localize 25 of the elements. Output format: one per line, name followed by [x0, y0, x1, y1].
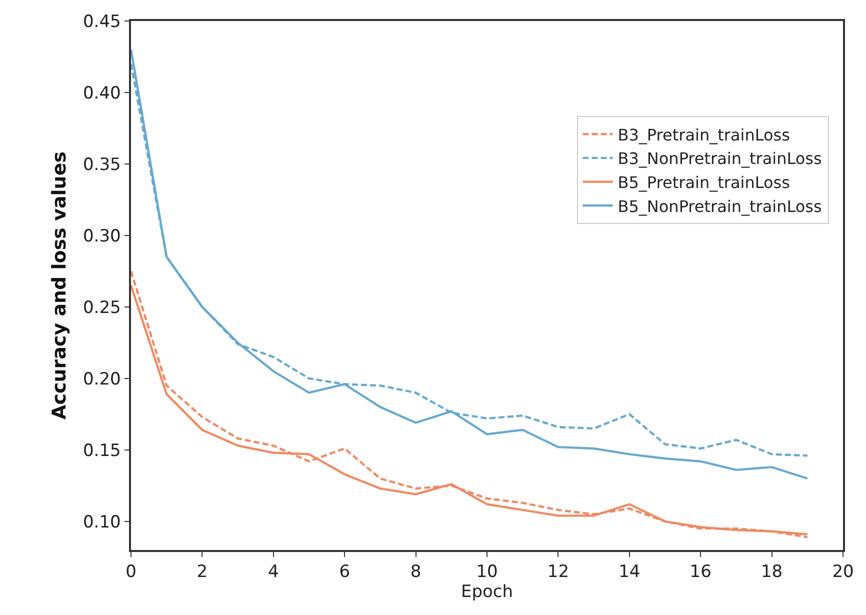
x-tick-label: 2 [196, 562, 208, 582]
legend-label: B5_NonPretrain_trainLoss [618, 196, 822, 216]
legend-label: B3_Pretrain_trainLoss [618, 125, 790, 144]
y-tick-label: 0.10 [82, 512, 121, 532]
y-tick-label: 0.35 [82, 154, 121, 175]
x-tick-label: 14 [618, 562, 640, 582]
y-tick-label: 0.45 [82, 12, 121, 32]
x-tick-label: 4 [268, 562, 279, 582]
x-tick-label: 12 [547, 562, 570, 582]
x-tick-label: 10 [476, 562, 498, 582]
x-tick-label: 20 [832, 562, 854, 582]
y-tick-label: 0.25 [82, 298, 121, 318]
x-tick-label: 16 [690, 562, 712, 582]
x-tick-label: 6 [339, 562, 350, 582]
y-tick-label: 0.20 [82, 369, 121, 390]
y-axis-title: Accuracy and loss values [48, 151, 70, 420]
x-tick-label: 18 [760, 562, 783, 582]
y-tick-label: 0.30 [82, 226, 121, 246]
legend-label: B5_Pretrain_trainLoss [618, 172, 790, 192]
x-axis-title: Epoch [460, 582, 514, 602]
legend-label: B3_NonPretrain_trainLoss [618, 149, 822, 168]
x-tick-label: 0 [126, 562, 136, 582]
y-tick-label: 0.40 [82, 83, 121, 104]
x-tick-label: 8 [410, 562, 422, 582]
y-tick-label: 0.15 [82, 440, 121, 461]
